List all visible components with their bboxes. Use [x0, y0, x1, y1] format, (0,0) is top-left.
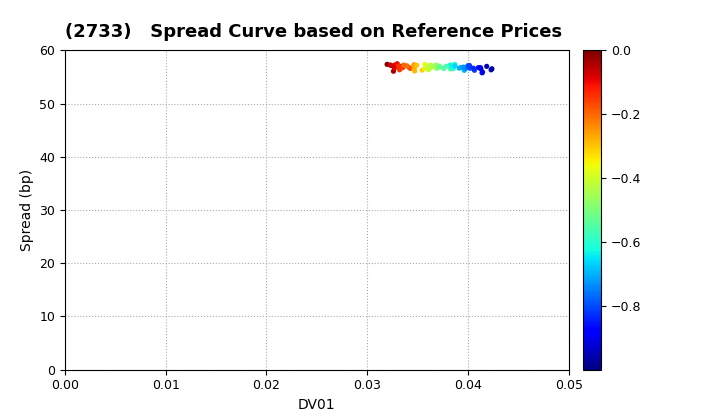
Point: [459, 67, 470, 74]
Point: [444, 62, 456, 68]
Point: [485, 66, 497, 73]
Point: [445, 65, 456, 71]
Point: [464, 62, 475, 69]
Text: (2733)   Spread Curve based on Reference Prices: (2733) Spread Curve based on Reference P…: [65, 23, 562, 40]
Point: [387, 68, 399, 75]
Point: [462, 64, 474, 71]
Point: [425, 65, 436, 71]
Point: [423, 66, 434, 73]
Point: [428, 63, 440, 70]
Point: [409, 63, 420, 69]
Point: [475, 66, 487, 72]
Point: [426, 62, 437, 69]
Point: [389, 65, 400, 71]
Point: [405, 65, 416, 72]
Point: [409, 68, 420, 74]
Point: [435, 64, 446, 71]
Point: [420, 64, 432, 71]
Y-axis label: Spread (bp): Spread (bp): [19, 169, 34, 251]
Point: [447, 63, 459, 70]
Point: [384, 62, 396, 68]
Point: [477, 69, 488, 76]
Point: [393, 63, 405, 70]
Point: [403, 64, 415, 71]
Point: [448, 65, 459, 72]
Point: [390, 62, 402, 68]
Point: [401, 63, 413, 69]
Point: [463, 64, 474, 71]
Point: [464, 65, 476, 72]
Point: [395, 63, 407, 70]
Point: [431, 65, 443, 72]
Point: [455, 64, 467, 71]
Point: [438, 65, 449, 72]
Point: [458, 64, 469, 71]
Point: [449, 61, 461, 68]
Point: [440, 63, 451, 70]
Point: [397, 64, 408, 71]
Point: [385, 62, 397, 69]
Point: [392, 63, 404, 70]
Point: [424, 62, 436, 69]
Point: [472, 64, 484, 71]
Point: [419, 61, 431, 68]
Point: [394, 66, 405, 73]
Point: [411, 62, 423, 68]
Point: [459, 66, 471, 72]
Point: [408, 62, 420, 69]
Point: [468, 65, 480, 71]
Point: [419, 65, 431, 72]
Point: [382, 61, 393, 68]
Point: [469, 67, 480, 74]
Point: [408, 61, 420, 68]
Point: [462, 62, 474, 69]
Point: [445, 66, 456, 72]
Point: [416, 67, 428, 74]
Point: [431, 63, 443, 70]
Point: [474, 64, 486, 71]
Point: [446, 64, 458, 71]
Point: [449, 63, 461, 69]
Point: [457, 64, 469, 71]
Point: [433, 63, 444, 69]
Point: [481, 63, 492, 70]
Point: [425, 62, 436, 68]
Point: [477, 69, 488, 76]
Point: [408, 65, 420, 72]
Point: [390, 62, 401, 68]
X-axis label: DV01: DV01: [298, 398, 336, 412]
Point: [454, 65, 465, 71]
Point: [392, 60, 403, 67]
Point: [431, 62, 442, 68]
Point: [486, 66, 498, 72]
Point: [398, 62, 410, 68]
Point: [446, 62, 457, 68]
